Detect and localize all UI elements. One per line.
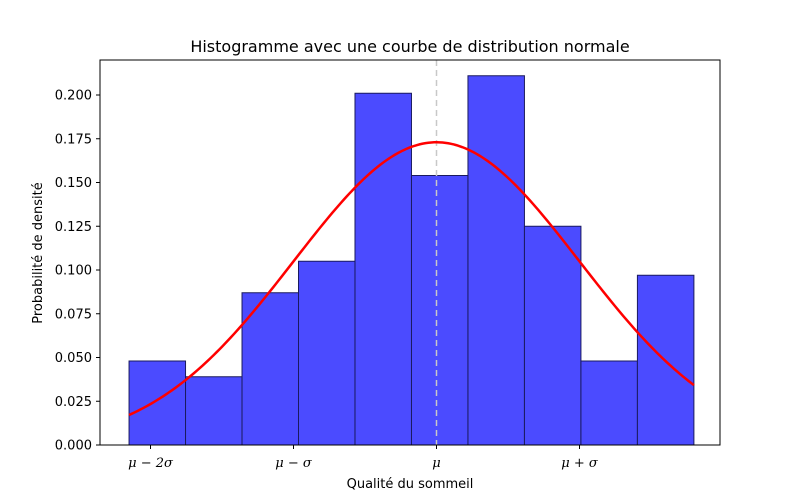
y-tick-label: 0.150 [55,176,92,191]
histogram-bar [298,260,356,446]
histogram-bars [128,75,695,446]
y-tick-label: 0.000 [55,439,92,454]
x-tick-label: μ + σ [561,456,599,471]
histogram-bar [354,92,412,446]
x-tick-label: μ − σ [275,456,313,471]
histogram-bar [128,360,187,446]
histogram-bar [410,175,469,446]
histogram-bar [185,376,243,446]
normal-curve [128,140,695,417]
histogram-bar [580,360,638,446]
y-axis: 0.000 0.025 0.050 0.075 0.100 0.125 0.150 0.175… [55,89,100,454]
chart-title: Histogramme avec une courbe de distribut… [190,37,629,56]
y-axis-label: Probabilité de densité [31,182,46,324]
x-tick-label: μ [432,456,440,471]
y-tick-label: 0.050 [55,351,92,366]
histogram-bar [241,292,300,446]
y-tick-label: 0.175 [55,132,92,147]
plot-frame [99,59,721,446]
x-axis: μ − 2σ μ − σ μ μ + σ [128,445,599,471]
x-tick-label: μ − 2σ [128,456,174,471]
y-tick-label: 0.200 [55,89,92,104]
y-tick-label: 0.025 [55,395,92,410]
normal-curve-group [128,140,695,417]
x-axis-label: Qualité du sommeil [347,477,474,492]
y-tick-label: 0.075 [55,307,92,322]
histogram-bar [467,75,525,446]
histogram-bar [523,225,582,446]
y-tick-label: 0.125 [55,220,92,235]
y-tick-label: 0.100 [55,264,92,279]
